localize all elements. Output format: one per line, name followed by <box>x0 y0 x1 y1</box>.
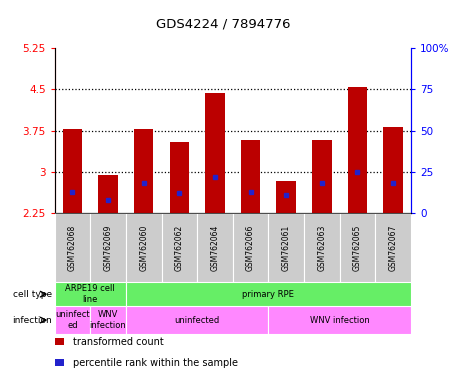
Text: GSM762066: GSM762066 <box>246 225 255 271</box>
Text: transformed count: transformed count <box>73 337 163 347</box>
Bar <box>55 306 90 334</box>
Text: GSM762064: GSM762064 <box>210 225 219 271</box>
Bar <box>126 213 162 282</box>
Text: GSM762062: GSM762062 <box>175 225 184 271</box>
Bar <box>205 93 225 213</box>
Text: GSM762067: GSM762067 <box>389 225 398 271</box>
Bar <box>276 180 296 213</box>
Bar <box>63 129 82 213</box>
Bar <box>134 129 153 213</box>
Text: GSM762061: GSM762061 <box>282 225 291 271</box>
Bar <box>241 140 260 213</box>
Text: GSM762069: GSM762069 <box>104 225 113 271</box>
Text: uninfect
ed: uninfect ed <box>55 310 90 330</box>
Bar <box>162 213 197 282</box>
Bar <box>170 142 189 213</box>
Bar <box>55 213 90 282</box>
Text: GSM762060: GSM762060 <box>139 225 148 271</box>
Bar <box>55 282 126 306</box>
Bar <box>268 306 411 334</box>
Bar <box>340 213 375 282</box>
Bar <box>348 86 367 213</box>
Text: ARPE19 cell
line: ARPE19 cell line <box>66 285 115 304</box>
Bar <box>304 213 340 282</box>
Bar <box>268 213 304 282</box>
Text: GDS4224 / 7894776: GDS4224 / 7894776 <box>156 17 291 30</box>
Bar <box>197 213 233 282</box>
Bar <box>312 140 332 213</box>
Text: WNV
infection: WNV infection <box>90 310 126 330</box>
Text: cell type: cell type <box>13 290 52 299</box>
Text: GSM762068: GSM762068 <box>68 225 77 271</box>
Bar <box>90 213 126 282</box>
Bar <box>375 213 411 282</box>
Text: uninfected: uninfected <box>174 316 220 324</box>
Bar <box>126 306 268 334</box>
Bar <box>90 306 126 334</box>
Bar <box>98 175 118 213</box>
Text: primary RPE: primary RPE <box>242 290 294 299</box>
Bar <box>126 282 411 306</box>
Bar <box>233 213 268 282</box>
Text: WNV infection: WNV infection <box>310 316 370 324</box>
Bar <box>383 127 403 213</box>
Text: GSM762063: GSM762063 <box>317 225 326 271</box>
Text: GSM762065: GSM762065 <box>353 225 362 271</box>
Text: infection: infection <box>12 316 52 324</box>
Text: percentile rank within the sample: percentile rank within the sample <box>73 358 238 368</box>
